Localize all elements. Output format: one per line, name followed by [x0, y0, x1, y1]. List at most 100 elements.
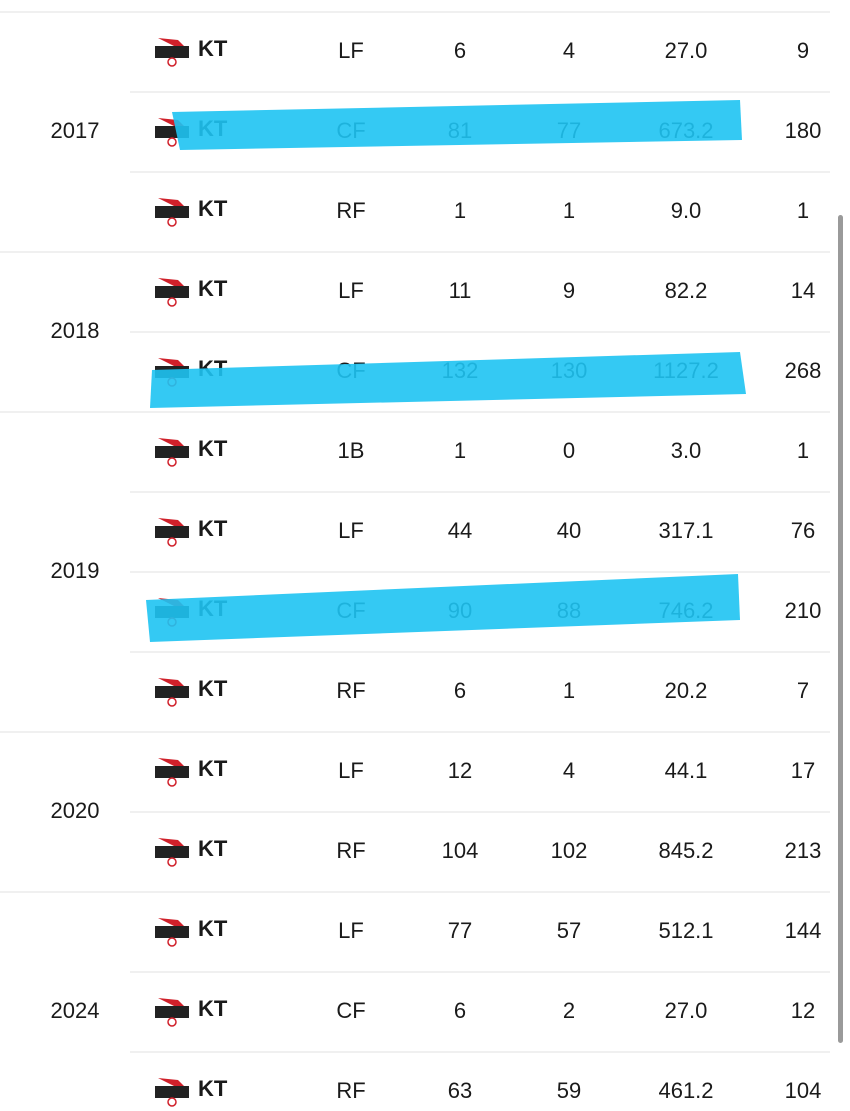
cell: 1 — [797, 438, 809, 463]
logo-wing — [158, 998, 186, 1008]
cell: 461.2 — [658, 1078, 713, 1103]
cell: 4 — [563, 758, 575, 783]
logo-wing — [158, 1078, 186, 1088]
team-name: KT — [198, 676, 228, 701]
cell: RF — [336, 1078, 365, 1103]
cell: 6 — [454, 678, 466, 703]
cell: 1 — [797, 198, 809, 223]
logo-ball — [167, 937, 177, 947]
logo-ball — [167, 537, 177, 547]
cell: 210 — [785, 598, 822, 623]
logo-ball — [167, 1017, 177, 1027]
year: 2017 — [51, 118, 100, 143]
cell: 2 — [563, 998, 575, 1023]
cell: 12 — [448, 758, 472, 783]
logo-badge — [155, 766, 189, 778]
cell: LF — [338, 518, 364, 543]
logo-wing — [158, 198, 186, 208]
team-logo — [155, 678, 189, 707]
team-name: KT — [198, 1076, 228, 1101]
cell: 27.0 — [665, 998, 708, 1023]
logo-wing — [158, 758, 186, 768]
highlight-stroke — [150, 352, 746, 408]
cell: 3.0 — [671, 438, 702, 463]
cell: 6 — [454, 38, 466, 63]
logo-ball — [167, 697, 177, 707]
cell: 180 — [785, 118, 822, 143]
logo-wing — [158, 518, 186, 528]
cell: 12 — [791, 998, 815, 1023]
cell: 77 — [448, 918, 472, 943]
cell: 213 — [785, 838, 822, 863]
logo-ball — [167, 777, 177, 787]
team-logo — [155, 838, 189, 867]
scrollbar — [838, 215, 843, 1043]
cell: CF — [336, 998, 365, 1023]
logo-wing — [158, 838, 186, 848]
cell: 1 — [563, 678, 575, 703]
cell: RF — [336, 678, 365, 703]
team-name: KT — [198, 516, 228, 541]
cell: 9.0 — [671, 198, 702, 223]
cell: LF — [338, 38, 364, 63]
team-logo — [155, 758, 189, 787]
cell: 9 — [563, 278, 575, 303]
team-name: KT — [198, 36, 228, 61]
year: 2019 — [51, 558, 100, 583]
cell: 144 — [785, 918, 822, 943]
cell: 44.1 — [665, 758, 708, 783]
logo-badge — [155, 926, 189, 938]
cell: 76 — [791, 518, 815, 543]
cell: 7 — [797, 678, 809, 703]
team-logo — [155, 38, 189, 67]
cell: 44 — [448, 518, 472, 543]
cell: 1 — [563, 198, 575, 223]
team-logo — [155, 518, 189, 547]
logo-badge — [155, 1006, 189, 1018]
team-name: KT — [198, 916, 228, 941]
cell: 0 — [563, 438, 575, 463]
cell: 1 — [454, 198, 466, 223]
team-logo — [155, 198, 189, 227]
cell: 82.2 — [665, 278, 708, 303]
cell: RF — [336, 198, 365, 223]
cell: 17 — [791, 758, 815, 783]
logo-wing — [158, 358, 186, 368]
cell: 57 — [557, 918, 581, 943]
team-name: KT — [198, 436, 228, 461]
logo-wing — [158, 918, 186, 928]
logo-badge — [155, 1086, 189, 1098]
cell: 63 — [448, 1078, 472, 1103]
cell: RF — [336, 838, 365, 863]
highlight-stroke — [146, 574, 740, 642]
logo-ball — [167, 297, 177, 307]
logo-ball — [167, 1097, 177, 1107]
cell: 27.0 — [665, 38, 708, 63]
logo-badge — [155, 846, 189, 858]
cell: LF — [338, 758, 364, 783]
logo-ball — [167, 137, 177, 147]
cell: 11 — [449, 278, 472, 303]
cell: LF — [338, 278, 364, 303]
cell: 1 — [454, 438, 466, 463]
cell: 268 — [785, 358, 822, 383]
team-logo — [155, 278, 189, 307]
year: 2020 — [51, 798, 100, 823]
highlights — [146, 100, 746, 642]
team-name: KT — [198, 276, 228, 301]
team-name: KT — [198, 756, 228, 781]
cell: 512.1 — [658, 918, 713, 943]
highlight-stroke — [172, 100, 742, 150]
cell: 1B — [338, 438, 365, 463]
logo-wing — [158, 38, 186, 48]
cell: 14 — [791, 278, 815, 303]
cell: 104 — [442, 838, 479, 863]
cell: 20.2 — [665, 678, 708, 703]
logo-ball — [167, 217, 177, 227]
cell: 104 — [785, 1078, 822, 1103]
logo-badge — [155, 686, 189, 698]
team-logo — [155, 918, 189, 947]
logo-wing — [158, 678, 186, 688]
logo-wing — [158, 278, 186, 288]
team-name: KT — [198, 996, 228, 1021]
